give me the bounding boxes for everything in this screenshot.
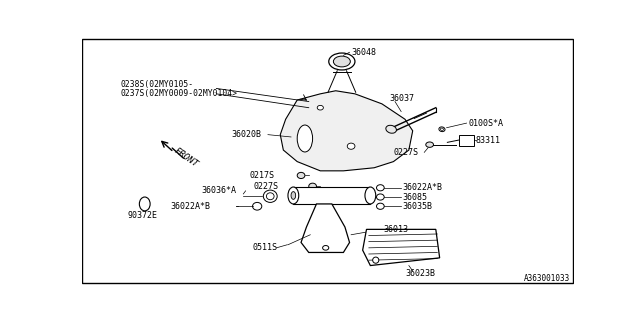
- Text: 0238S(02MY0105-: 0238S(02MY0105-: [120, 80, 193, 89]
- Circle shape: [372, 257, 379, 263]
- Ellipse shape: [376, 185, 384, 191]
- Text: 0100S*A: 0100S*A: [468, 119, 503, 128]
- Ellipse shape: [317, 105, 323, 110]
- Text: 0227S: 0227S: [394, 148, 419, 157]
- Ellipse shape: [329, 53, 355, 70]
- Text: 36022A*B: 36022A*B: [403, 183, 443, 192]
- Text: FRONT: FRONT: [172, 146, 200, 169]
- Text: 36023B: 36023B: [405, 269, 435, 278]
- Text: 36035B: 36035B: [403, 202, 433, 211]
- Text: 83311: 83311: [476, 136, 501, 145]
- Text: 36048: 36048: [351, 48, 376, 57]
- Text: 0227S: 0227S: [253, 182, 278, 191]
- Ellipse shape: [297, 125, 312, 152]
- Text: 0237S(02MY0009-02MY0104>: 0237S(02MY0009-02MY0104>: [120, 89, 237, 98]
- Polygon shape: [459, 135, 474, 146]
- Polygon shape: [293, 187, 371, 204]
- Ellipse shape: [426, 142, 433, 147]
- Ellipse shape: [376, 203, 384, 209]
- Ellipse shape: [333, 56, 350, 67]
- Text: 90372E: 90372E: [128, 211, 158, 220]
- Text: 0511S: 0511S: [253, 243, 278, 252]
- Text: 36020B: 36020B: [232, 130, 262, 139]
- Polygon shape: [280, 91, 413, 171]
- Ellipse shape: [439, 127, 445, 132]
- Text: 36036*A: 36036*A: [201, 186, 236, 195]
- Ellipse shape: [386, 125, 396, 133]
- Text: 0217S: 0217S: [250, 171, 275, 180]
- Text: 36085: 36085: [403, 193, 428, 202]
- Ellipse shape: [323, 245, 329, 250]
- Ellipse shape: [297, 172, 305, 179]
- Polygon shape: [301, 204, 349, 252]
- Ellipse shape: [348, 143, 355, 149]
- Text: 36037: 36037: [390, 94, 415, 103]
- Text: 36013: 36013: [383, 225, 408, 234]
- Ellipse shape: [263, 190, 277, 203]
- Ellipse shape: [140, 197, 150, 211]
- Ellipse shape: [288, 187, 299, 204]
- Ellipse shape: [308, 183, 316, 189]
- Ellipse shape: [376, 194, 384, 200]
- Text: A363001033: A363001033: [524, 274, 571, 283]
- Ellipse shape: [266, 193, 274, 200]
- Ellipse shape: [365, 187, 376, 204]
- Text: 36022A*B: 36022A*B: [170, 202, 210, 211]
- Ellipse shape: [291, 192, 296, 199]
- Polygon shape: [363, 229, 440, 266]
- Ellipse shape: [440, 128, 444, 131]
- Ellipse shape: [253, 203, 262, 210]
